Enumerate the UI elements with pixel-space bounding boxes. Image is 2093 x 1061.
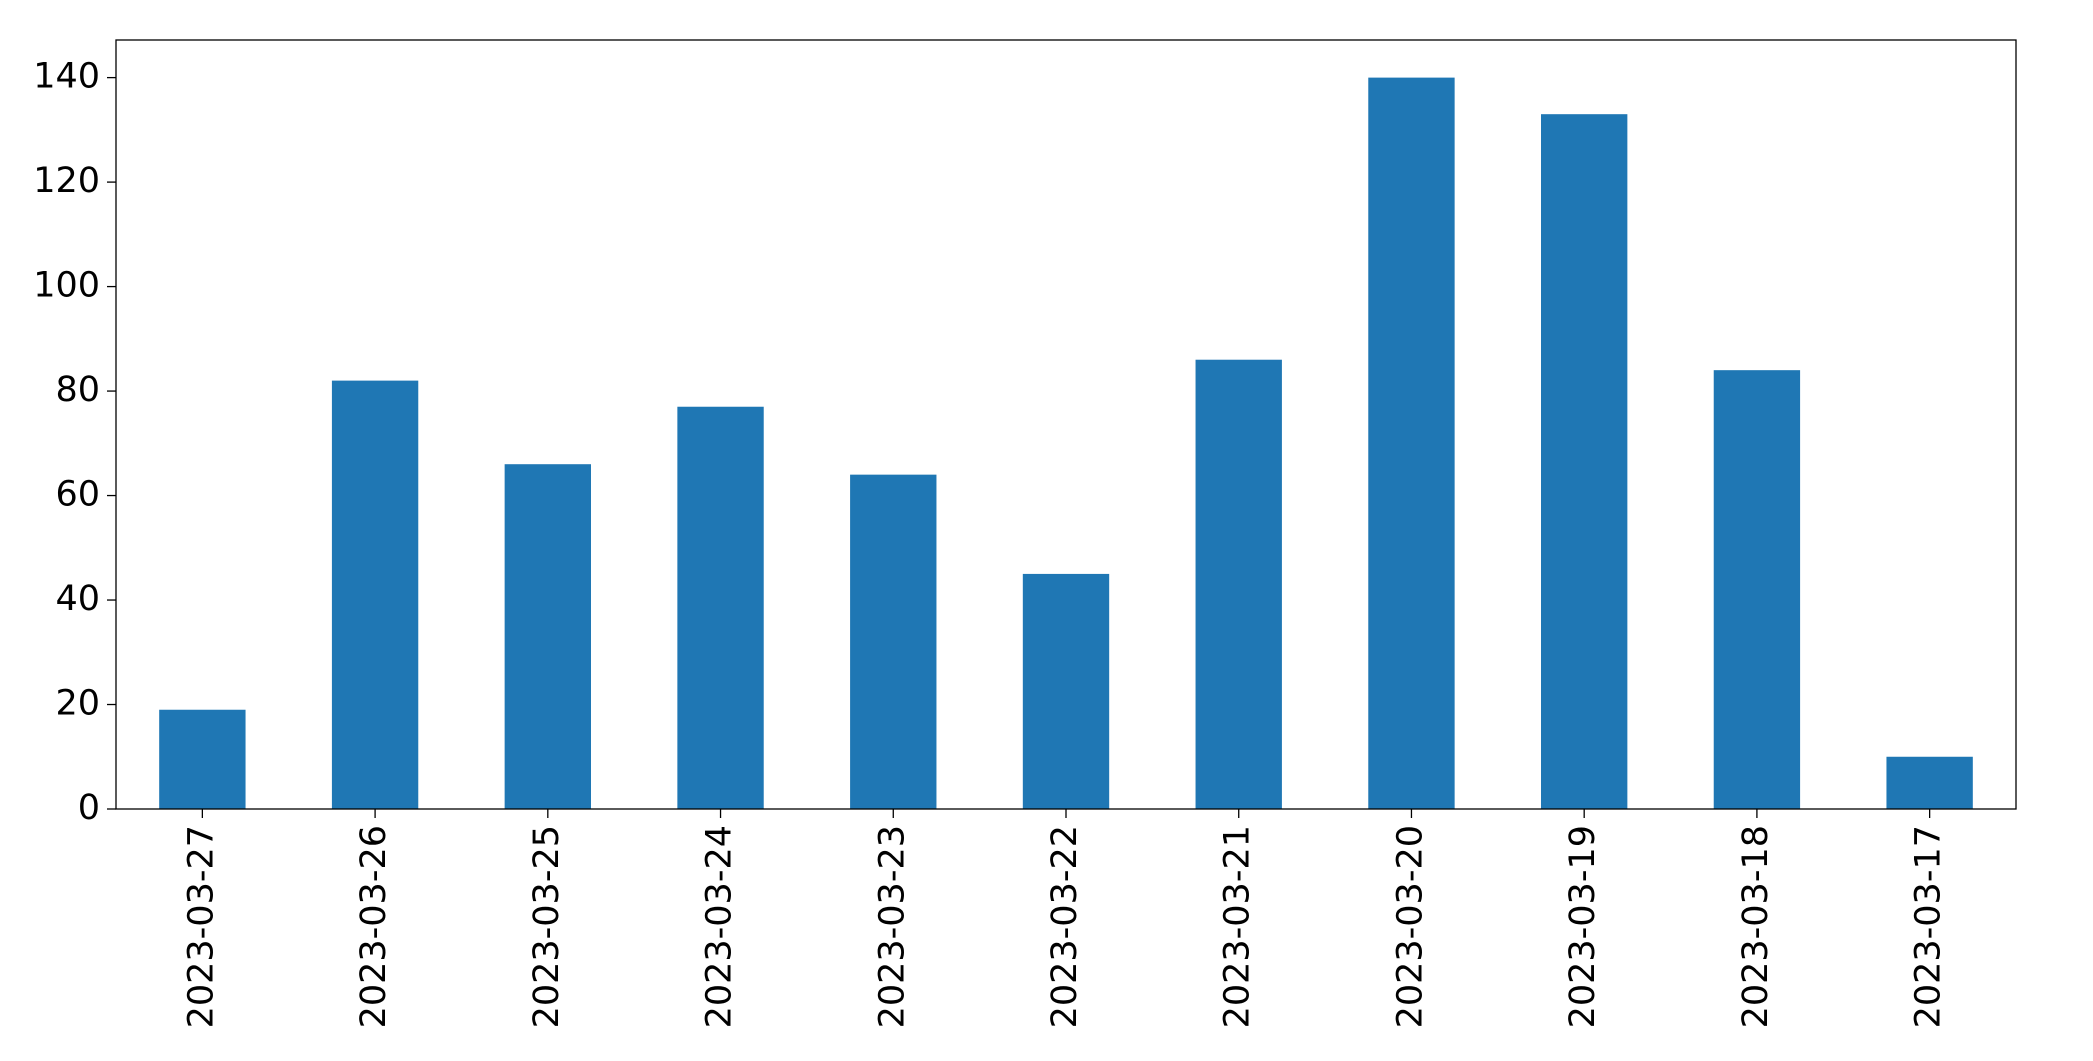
x-tick-label: 2023-03-17 xyxy=(1909,825,1949,1028)
x-tick-label: 2023-03-21 xyxy=(1218,825,1258,1028)
y-tick-label: 40 xyxy=(55,579,100,619)
y-tick-label: 100 xyxy=(33,266,100,306)
bar xyxy=(1541,114,1628,810)
y-tick-label: 20 xyxy=(55,684,100,724)
bar xyxy=(331,380,419,809)
bar xyxy=(1195,359,1282,809)
bar xyxy=(159,709,246,809)
x-tick-label: 2023-03-27 xyxy=(181,825,221,1028)
bar xyxy=(1022,573,1110,809)
y-tick-label: 60 xyxy=(55,475,100,515)
y-tick-label: 0 xyxy=(78,788,100,828)
y-tick-label: 80 xyxy=(55,370,100,410)
x-tick-label: 2023-03-19 xyxy=(1563,825,1603,1028)
bar xyxy=(504,464,591,809)
y-tick-label: 120 xyxy=(33,161,100,201)
x-tick-label: 2023-03-22 xyxy=(1045,825,1085,1028)
x-tick-label: 2023-03-26 xyxy=(354,825,394,1028)
x-tick-label: 2023-03-25 xyxy=(527,825,567,1028)
bar xyxy=(850,474,937,809)
x-tick-label: 2023-03-20 xyxy=(1390,825,1430,1028)
bar xyxy=(677,406,764,809)
plot-frame xyxy=(115,39,2017,810)
x-tick-label: 2023-03-24 xyxy=(700,825,740,1028)
bar xyxy=(1713,370,1801,809)
bar xyxy=(1368,77,1455,809)
x-tick-label: 2023-03-18 xyxy=(1736,825,1776,1028)
bar xyxy=(1886,756,1973,809)
y-tick-label: 140 xyxy=(33,57,100,97)
x-tick-label: 2023-03-23 xyxy=(872,825,912,1028)
